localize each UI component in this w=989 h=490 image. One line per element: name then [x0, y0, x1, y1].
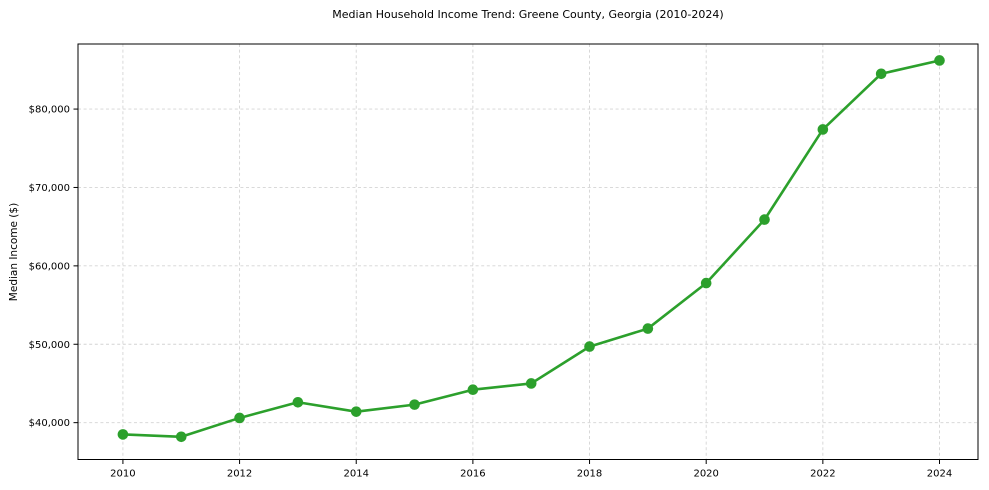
- x-tick-label: 2016: [460, 469, 485, 480]
- data-point-marker: [817, 124, 829, 135]
- data-point-marker: [875, 68, 887, 80]
- data-point-marker: [350, 406, 362, 417]
- y-tick-label: $60,000: [29, 261, 70, 272]
- x-tick-label: 2024: [927, 469, 952, 480]
- x-tick-label: 2018: [577, 469, 602, 480]
- data-point-marker: [642, 323, 654, 334]
- data-point-marker: [759, 214, 770, 225]
- data-point-marker: [467, 384, 479, 396]
- data-point-marker: [934, 55, 945, 66]
- x-tick-label: 2020: [693, 469, 718, 480]
- data-point-marker: [525, 378, 537, 389]
- y-tick-label: $70,000: [29, 183, 70, 194]
- y-tick-label: $40,000: [29, 418, 70, 429]
- data-point-marker: [234, 412, 245, 424]
- data-point-marker: [117, 429, 129, 440]
- plot-border: [77, 43, 979, 460]
- data-point-marker: [292, 396, 304, 408]
- y-tick-label: $80,000: [29, 105, 70, 116]
- data-point-marker: [409, 399, 420, 410]
- chart-title: Median Household Income Trend: Greene Co…: [332, 8, 724, 21]
- y-tick-label: $50,000: [29, 340, 70, 351]
- x-tick-label: 2014: [343, 469, 368, 480]
- x-tick-label: 2022: [810, 469, 835, 480]
- data-point-marker: [700, 277, 712, 289]
- data-point-marker: [584, 341, 595, 352]
- x-tick-label: 2012: [227, 469, 252, 480]
- data-point-marker: [175, 431, 187, 443]
- x-tick-label: 2010: [110, 469, 135, 480]
- y-axis-label: Median Income ($): [8, 202, 20, 302]
